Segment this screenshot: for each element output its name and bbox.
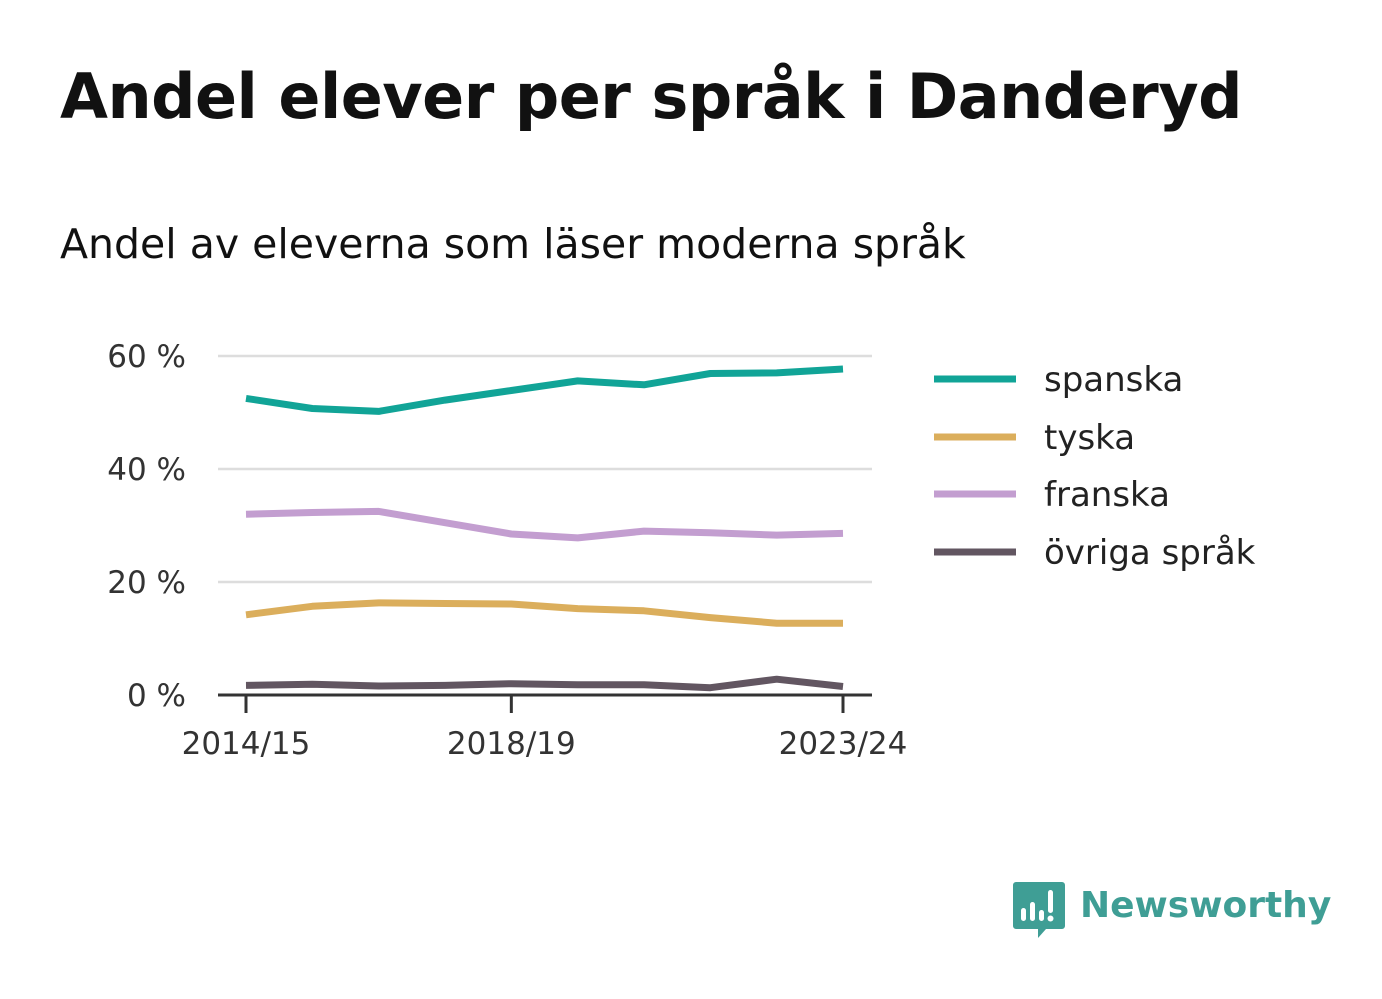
legend-label: franska [1044, 475, 1170, 515]
brand-name: Newsworthy [1080, 884, 1332, 926]
series-line-franska [245, 507, 844, 542]
newsworthy-logo-icon [1013, 882, 1065, 938]
legend: spanska tyska franska övriga språk [934, 360, 1256, 573]
chart-title: Andel elever per språk i Danderyd [60, 60, 1243, 133]
series-line-övriga-språk [245, 675, 844, 692]
y-axis-labels: 0 % 20 % 40 % 60 % [107, 339, 186, 714]
series-line-tyska [245, 599, 843, 627]
series-lines [245, 365, 844, 692]
x-tick-label: 2014/15 [182, 726, 311, 762]
y-tick-label: 20 % [107, 565, 186, 601]
series-line-spanska [245, 365, 844, 415]
legend-label: tyska [1044, 418, 1135, 458]
legend-label: övriga språk [1044, 533, 1256, 573]
y-tick-label: 60 % [107, 339, 186, 375]
x-tick-label: 2018/19 [447, 726, 576, 762]
legend-label: spanska [1044, 360, 1183, 400]
y-tick-label: 0 % [127, 678, 186, 714]
brand: Newsworthy [1012, 878, 1331, 942]
x-axis: 2014/15 2018/19 2023/24 [182, 693, 908, 762]
y-tick-label: 40 % [107, 452, 186, 488]
grid-lines [218, 354, 872, 584]
x-tick-label: 2023/24 [779, 726, 908, 762]
chart-subtitle: Andel av eleverna som läser moderna språ… [60, 220, 966, 268]
